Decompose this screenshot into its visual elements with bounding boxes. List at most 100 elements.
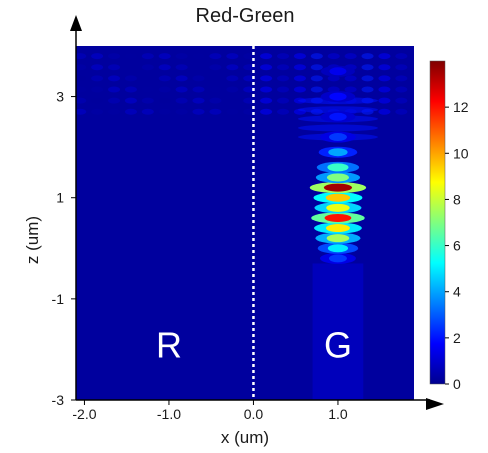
colorbar-tick-label: 10 xyxy=(453,145,469,161)
intensity-band xyxy=(325,224,350,233)
field-fringe xyxy=(378,108,391,115)
field-fringe xyxy=(175,75,188,82)
field-fringe xyxy=(192,75,205,82)
field-fringe xyxy=(327,53,340,60)
region-label-r: R xyxy=(156,324,182,365)
field-fringe xyxy=(158,53,171,60)
field-fringe xyxy=(91,86,104,93)
field-fringe xyxy=(209,86,222,93)
intensity-band xyxy=(327,244,349,253)
field-fringe xyxy=(260,108,273,115)
x-axis-ticks: -2.0 -1.0 0.0 1.0 xyxy=(72,400,348,422)
colorbar-tick-label: 0 xyxy=(453,376,461,392)
field-fringe xyxy=(175,53,188,60)
field-fringe xyxy=(76,108,87,115)
field-fringe xyxy=(108,108,121,115)
field-fringe xyxy=(91,97,104,104)
field-fringe xyxy=(395,75,408,82)
field-fringe xyxy=(108,75,121,82)
field-fringe xyxy=(76,86,87,93)
field-fringe xyxy=(141,53,154,60)
intensity-band xyxy=(324,213,352,222)
intensity-band xyxy=(329,112,347,121)
field-fringe xyxy=(158,75,171,82)
field-fringe xyxy=(141,86,154,93)
field-fringe xyxy=(158,97,171,104)
field-fringe xyxy=(91,53,104,60)
field-fringe xyxy=(327,75,340,82)
y-axis-arrow-icon xyxy=(70,15,82,31)
field-fringe xyxy=(108,97,121,104)
field-fringe xyxy=(395,108,408,115)
x-axis-arrow-icon xyxy=(426,398,444,410)
field-fringe xyxy=(277,64,290,71)
intensity-band xyxy=(329,67,347,76)
field-fringe xyxy=(192,108,205,115)
field-fringe xyxy=(327,86,340,93)
field-fringe xyxy=(260,64,273,71)
field-intensity-layer xyxy=(76,53,408,400)
field-fringe xyxy=(175,97,188,104)
field-fringe xyxy=(158,64,171,71)
field-fringe xyxy=(361,64,374,71)
field-fringe xyxy=(310,64,323,71)
field-fringe xyxy=(124,108,137,115)
colorbar xyxy=(429,60,446,385)
field-fringe xyxy=(260,97,273,104)
field-fringe xyxy=(108,64,121,71)
intensity-band xyxy=(329,92,347,101)
field-fringe xyxy=(124,86,137,93)
field-fringe xyxy=(175,108,188,115)
x-tick-label: 1.0 xyxy=(328,406,348,422)
field-fringe xyxy=(209,75,222,82)
heatmap-plot-area xyxy=(76,46,414,400)
field-fringe xyxy=(277,75,290,82)
field-fringe xyxy=(297,124,378,132)
beam-tail xyxy=(312,263,364,400)
field-fringe xyxy=(395,53,408,60)
colorbar-tick-label: 12 xyxy=(453,99,469,115)
field-fringe xyxy=(226,53,239,60)
intensity-band xyxy=(326,234,350,243)
field-fringe xyxy=(378,53,391,60)
field-fringe xyxy=(378,75,391,82)
field-fringe xyxy=(395,86,408,93)
colorbar-tick-label: 4 xyxy=(453,284,461,300)
field-fringe xyxy=(344,75,357,82)
colorbar-tick-label: 2 xyxy=(453,330,461,346)
colorbar-tick-label: 8 xyxy=(453,191,461,207)
y-tick-label: 1 xyxy=(56,190,64,206)
field-fringe xyxy=(293,75,306,82)
field-fringe xyxy=(310,53,323,60)
field-fringe xyxy=(175,64,188,71)
field-fringe xyxy=(226,64,239,71)
intensity-band xyxy=(328,254,347,263)
field-fringe xyxy=(192,53,205,60)
colorbar-tick-label: 6 xyxy=(453,238,461,254)
field-fringe xyxy=(141,97,154,104)
field-fringe xyxy=(141,108,154,115)
y-tick-label: -1 xyxy=(52,291,65,307)
field-fringe xyxy=(175,86,188,93)
intensity-band xyxy=(326,173,350,182)
intensity-band xyxy=(328,148,348,157)
beam-profile-layer xyxy=(309,65,367,264)
region-label-g: G xyxy=(324,324,352,365)
field-fringe xyxy=(76,75,87,82)
field-fringe xyxy=(310,75,323,82)
x-tick-label: 0.0 xyxy=(244,406,264,422)
x-tick-label: -2.0 xyxy=(72,406,96,422)
field-fringe xyxy=(124,97,137,104)
intensity-band xyxy=(323,183,353,192)
field-fringe xyxy=(192,64,205,71)
field-fringe xyxy=(192,97,205,104)
heatmap-background xyxy=(76,46,414,400)
field-fringe xyxy=(226,86,239,93)
x-tick-label: -1.0 xyxy=(157,406,181,422)
x-axis-label: x (um) xyxy=(221,428,269,447)
field-fringe xyxy=(91,64,104,71)
field-fringe xyxy=(91,75,104,82)
y-axis-ticks: -3 -1 1 3 xyxy=(52,89,76,408)
field-fringe xyxy=(277,53,290,60)
intensity-band xyxy=(325,193,351,202)
